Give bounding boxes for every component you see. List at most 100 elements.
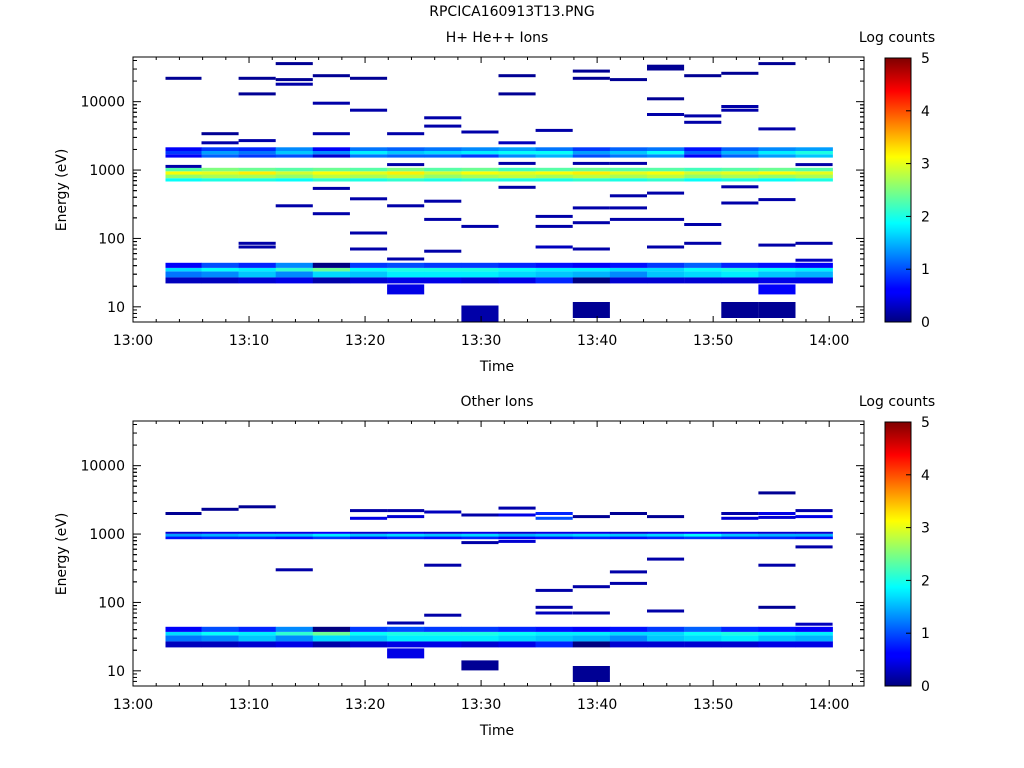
- heatmap-cell: [498, 92, 536, 96]
- heatmap-cell: [461, 660, 499, 671]
- x-tick-label: 13:50: [693, 697, 733, 713]
- heatmap-cell: [201, 531, 239, 534]
- heatmap-cell: [795, 509, 833, 513]
- panel-other-ions: Other Ions Log counts 13:00 13:10 13:20 13:…: [54, 394, 935, 739]
- heatmap-cell: [312, 271, 351, 278]
- heatmap-cell: [312, 262, 351, 268]
- heatmap-cell: [609, 635, 648, 642]
- heatmap-cell: [609, 78, 647, 82]
- heatmap-cell: [424, 268, 462, 272]
- heatmap-cell: [647, 626, 685, 632]
- heatmap-cell: [535, 611, 573, 615]
- heatmap-cell: [350, 76, 388, 80]
- heatmap-cell: [684, 171, 722, 175]
- heatmap-cell: [647, 154, 685, 158]
- heatmap-cell: [609, 171, 648, 175]
- x-axis-label: Time: [479, 359, 514, 375]
- heatmap-cell: [201, 167, 239, 172]
- heatmap-cell: [758, 271, 796, 278]
- colorbar-tick-label: 0: [921, 679, 930, 695]
- heatmap-cell: [758, 262, 796, 268]
- heatmap-cell: [275, 204, 313, 208]
- colorbar-tick-label: 4: [921, 104, 930, 120]
- heatmap-cell: [572, 271, 611, 278]
- y-axis-label: Energy (eV): [54, 513, 70, 596]
- heatmap-cell: [275, 78, 313, 82]
- heatmap-cell: [498, 268, 536, 272]
- heatmap-cell: [795, 515, 833, 519]
- heatmap-cell: [387, 163, 425, 167]
- heatmap-cell: [609, 277, 648, 284]
- heatmap-cell: [424, 510, 462, 514]
- heatmap-cell: [684, 223, 722, 226]
- heatmap-cell: [721, 105, 759, 108]
- y-tick-label: 10000: [80, 95, 125, 111]
- heatmap-cell: [275, 536, 314, 540]
- heatmap-plot-area: [165, 491, 833, 682]
- plot-frame: [132, 56, 865, 323]
- heatmap-cell: [795, 167, 833, 172]
- heatmap-cell: [721, 185, 759, 189]
- heatmap-cell: [275, 533, 314, 537]
- heatmap-cell: [758, 127, 796, 131]
- heatmap-cell: [238, 151, 276, 155]
- heatmap-cell: [684, 635, 722, 642]
- x-tick-label: 13:40: [577, 333, 617, 349]
- heatmap-cell: [535, 224, 573, 228]
- heatmap-cell: [387, 632, 425, 636]
- heatmap-cell: [795, 151, 833, 155]
- heatmap-cell: [572, 69, 610, 73]
- heatmap-cell: [572, 262, 611, 268]
- heatmap-cell: [498, 147, 536, 151]
- heatmap-cell: [535, 635, 573, 642]
- heatmap-cell: [238, 641, 276, 648]
- heatmap-cell: [424, 167, 462, 172]
- heatmap-cell: [535, 167, 573, 172]
- heatmap-cell: [721, 178, 759, 182]
- heatmap-cell: [424, 277, 462, 284]
- heatmap-cell: [684, 632, 722, 636]
- heatmap-cell: [312, 178, 351, 182]
- heatmap-cell: [498, 635, 536, 642]
- x-tick-label: 13:00: [113, 333, 153, 349]
- y-tick-label: 100: [98, 595, 125, 611]
- heatmap-cell: [498, 533, 536, 537]
- y-tick-label: 1000: [89, 163, 125, 179]
- heatmap-cell: [461, 154, 499, 158]
- heatmap-cell: [609, 154, 648, 158]
- heatmap-cell: [201, 178, 239, 182]
- heatmap-cell: [572, 611, 610, 615]
- heatmap-cell: [498, 536, 536, 540]
- heatmap-cell: [498, 641, 536, 648]
- heatmap-cell: [312, 154, 351, 158]
- heatmap-cell: [424, 536, 462, 540]
- heatmap-cell: [572, 632, 611, 636]
- heatmap-cell: [609, 262, 648, 268]
- heatmap-cell: [535, 626, 573, 632]
- heatmap-cell: [498, 167, 536, 172]
- heatmap-cell: [647, 217, 685, 221]
- heatmap-cell: [238, 178, 276, 182]
- heatmap-cell: [350, 271, 388, 278]
- heatmap-cell: [424, 151, 462, 155]
- heatmap-cell: [758, 62, 796, 66]
- heatmap-cell: [238, 76, 276, 80]
- heatmap-cell: [238, 262, 276, 268]
- y-tick-label: 100: [98, 231, 125, 247]
- heatmap-cell: [461, 635, 499, 642]
- heatmap-cell: [535, 516, 573, 520]
- colorbar-ticks: 0 1 2 3 4 5: [906, 415, 930, 695]
- heatmap-cell: [201, 132, 239, 136]
- heatmap-cell: [275, 632, 314, 636]
- heatmap-cell: [795, 171, 833, 175]
- heatmap-cell: [721, 277, 759, 284]
- heatmap-cell: [498, 277, 536, 284]
- heatmap-cell: [721, 512, 759, 515]
- heatmap-cell: [350, 509, 388, 513]
- heatmap-cell: [795, 531, 833, 534]
- heatmap-cell: [572, 626, 611, 632]
- heatmap-cell: [387, 531, 425, 534]
- heatmap-cell: [387, 284, 425, 295]
- heatmap-cell: [684, 533, 722, 537]
